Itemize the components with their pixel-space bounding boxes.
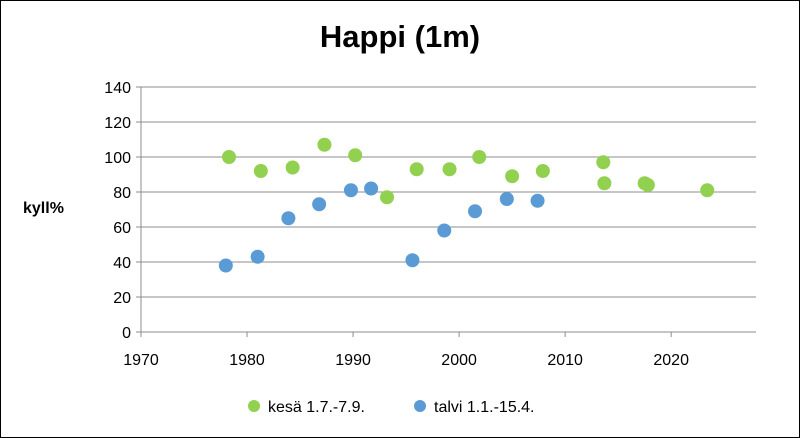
point-series1-11 xyxy=(535,164,550,178)
point-series1-2 xyxy=(253,164,268,178)
x-tick-label-2020: 2020 xyxy=(653,352,689,369)
point-series1-7 xyxy=(409,162,424,177)
legend-marker-1 xyxy=(248,400,260,412)
point-series1-6 xyxy=(380,190,394,205)
point-series1-3 xyxy=(285,160,300,175)
tick-labels: 0 20 40 60 80 100 120 140 1970 1980 1990 2000 2010 20… xyxy=(104,80,689,369)
point-series2-8 xyxy=(437,223,452,238)
y-tick-label-80: 80 xyxy=(113,185,131,202)
y-tick-label-100: 100 xyxy=(104,150,131,167)
point-series1-15 xyxy=(640,178,655,192)
point-series2-9 xyxy=(468,204,483,219)
x-tick-label-1980: 1980 xyxy=(229,352,265,369)
y-tick-label-0: 0 xyxy=(122,325,131,342)
point-series2-11 xyxy=(530,193,545,208)
x-tick-label-2000: 2000 xyxy=(441,352,477,369)
chart-title: Happi (1m) xyxy=(319,19,481,54)
point-series1-16 xyxy=(700,183,715,198)
y-axis-label: kyll% xyxy=(23,200,64,217)
point-series2-3 xyxy=(281,211,296,226)
point-series1-13 xyxy=(597,176,612,191)
point-series1-1 xyxy=(222,150,237,164)
point-series2-4 xyxy=(312,197,327,212)
grid-lines xyxy=(141,86,756,298)
point-series1-12 xyxy=(596,155,611,170)
y-tick-label-40: 40 xyxy=(113,255,131,272)
axes xyxy=(136,86,756,337)
legend-label-1: kesä 1.7.-7.9. xyxy=(268,399,365,416)
point-series2-7 xyxy=(405,253,420,268)
y-tick-label-60: 60 xyxy=(113,220,131,237)
y-tick-label-20: 20 xyxy=(113,290,131,307)
y-tick-label-120: 120 xyxy=(104,115,131,132)
point-series1-5 xyxy=(348,148,363,163)
x-tick-label-1970: 1970 xyxy=(123,352,159,369)
legend: kesä 1.7.-7.9. talvi 1.1.-15.4. xyxy=(248,399,535,416)
legend-label-2: talvi 1.1.-15.4. xyxy=(434,399,535,416)
x-tick-label-1990: 1990 xyxy=(335,352,371,369)
point-series1-9 xyxy=(472,150,487,164)
point-series2-2 xyxy=(250,249,265,264)
point-series1-4 xyxy=(317,137,332,152)
point-series2-6 xyxy=(364,181,379,196)
legend-marker-2 xyxy=(414,400,426,412)
point-series1-10 xyxy=(505,169,520,184)
data-points xyxy=(218,137,715,273)
y-tick-label-140: 140 xyxy=(104,80,131,97)
point-series1-8 xyxy=(442,162,457,177)
point-series2-5 xyxy=(343,183,358,198)
point-series2-10 xyxy=(499,192,514,206)
x-tick-label-2010: 2010 xyxy=(547,352,583,369)
point-series2-1 xyxy=(218,258,233,273)
